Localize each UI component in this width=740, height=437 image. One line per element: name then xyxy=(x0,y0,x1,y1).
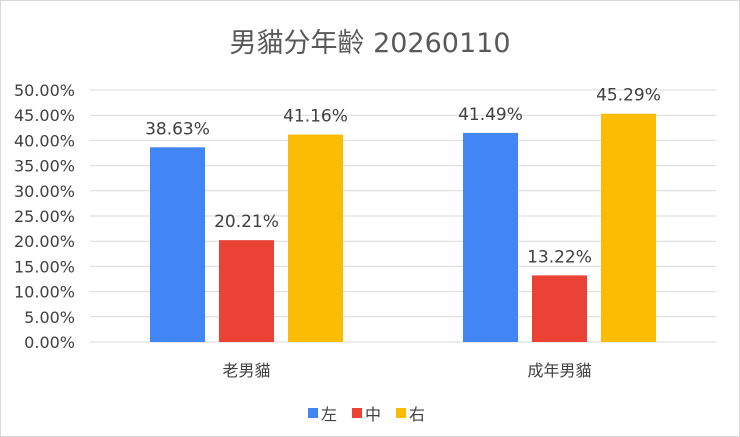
y-tick-label: 30.00% xyxy=(14,182,75,201)
legend-label: 左 xyxy=(321,405,337,424)
bars-group xyxy=(150,113,656,342)
bar-中 xyxy=(532,275,587,342)
data-label: 20.21% xyxy=(214,212,279,232)
y-tick-label: 50.00% xyxy=(14,81,75,100)
bar-右 xyxy=(288,134,343,342)
y-tick-label: 0.00% xyxy=(24,333,75,352)
legend: 左中右 xyxy=(308,405,425,424)
x-axis-categories: 老男貓 成年男貓 xyxy=(222,361,591,380)
y-tick-label: 10.00% xyxy=(14,283,75,302)
x-category-label: 成年男貓 xyxy=(527,361,591,380)
legend-swatch-中 xyxy=(352,408,362,418)
y-tick-label: 45.00% xyxy=(14,106,75,125)
x-category-label: 老男貓 xyxy=(222,361,270,380)
data-label: 45.29% xyxy=(596,86,661,106)
y-tick-label: 15.00% xyxy=(14,257,75,276)
bar-左 xyxy=(150,147,205,342)
legend-label: 中 xyxy=(365,405,381,424)
data-labels: 38.63% 20.21% 41.16% 41.49% 13.22% 45.29% xyxy=(145,86,661,268)
bar-中 xyxy=(219,240,274,342)
legend-swatch-右 xyxy=(396,408,406,418)
legend-swatch-左 xyxy=(308,408,318,418)
bar-右 xyxy=(601,113,656,342)
y-tick-label: 40.00% xyxy=(14,131,75,150)
y-tick-label: 5.00% xyxy=(24,308,75,327)
data-label: 38.63% xyxy=(145,119,210,139)
y-axis-ticks: 0.00% 5.00% 10.00% 15.00% 20.00% 25.00% 30.00%… xyxy=(14,81,75,352)
y-tick-label: 35.00% xyxy=(14,157,75,176)
chart-title: 男貓分年齡 20260110 xyxy=(229,28,510,59)
data-label: 41.49% xyxy=(458,105,523,125)
data-label: 41.16% xyxy=(283,107,348,127)
y-tick-label: 20.00% xyxy=(14,232,75,251)
y-tick-label: 25.00% xyxy=(14,207,75,226)
data-label: 13.22% xyxy=(527,247,592,267)
bar-左 xyxy=(463,132,518,342)
legend-label: 右 xyxy=(409,405,425,424)
